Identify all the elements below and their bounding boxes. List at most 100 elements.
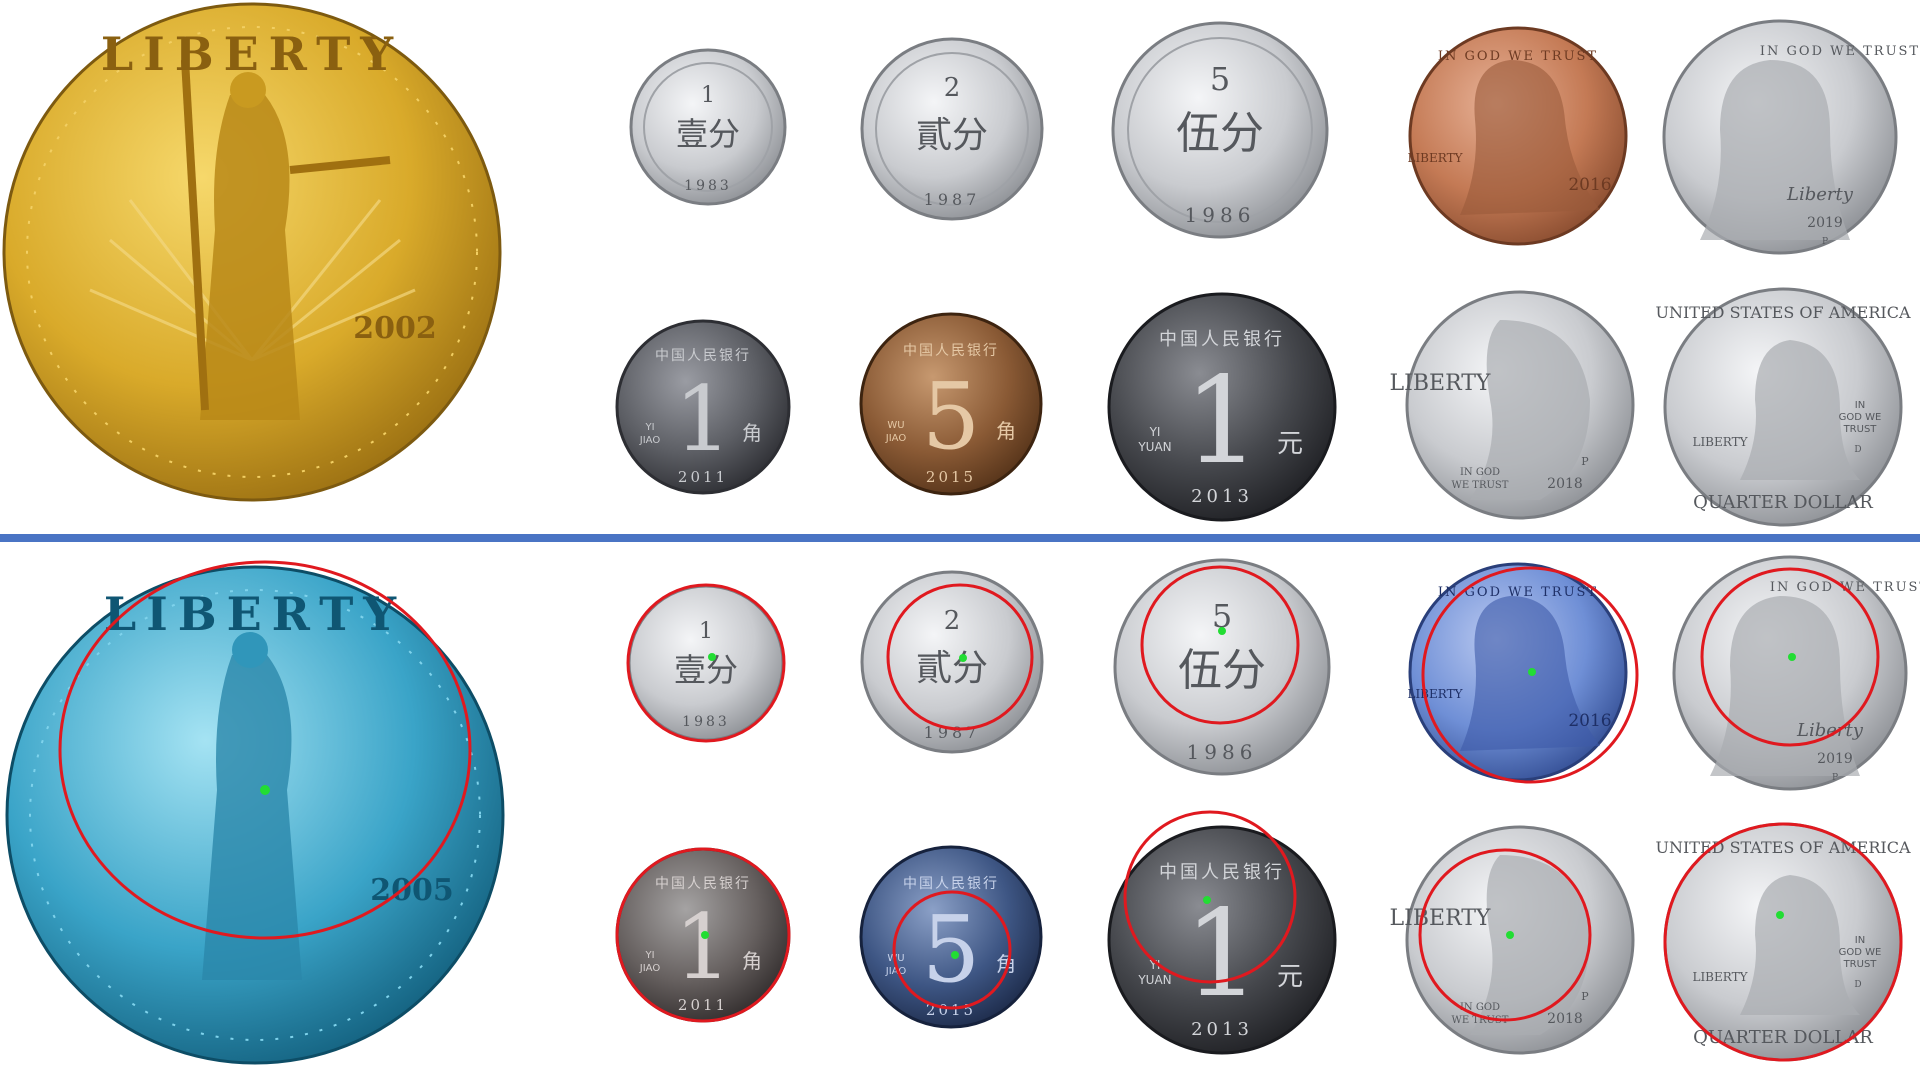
- nickel-year: 2019: [1807, 215, 1843, 231]
- fen-5-detected-year: 1986: [1187, 740, 1258, 764]
- quarter-motto-b: GOD WE: [1839, 412, 1882, 423]
- us-penny-detected: IN GOD WE TRUST LIBERTY 2016: [1407, 562, 1639, 784]
- jiao-1-detected-rim: 中国人民银行: [655, 876, 751, 892]
- dime-detected-liberty: LIBERTY: [1390, 906, 1491, 931]
- jiao-1-unit: 角: [742, 421, 762, 445]
- nickel-detection-circle: [1700, 567, 1880, 747]
- nickel-detected-year: 2019: [1817, 751, 1853, 767]
- quarter-denomination: QUARTER DOLLAR: [1693, 492, 1873, 513]
- jiao-5-coin: 中国人民银行 5 WU JIAO 角 2015: [859, 312, 1043, 496]
- quarter-detected-denomination: QUARTER DOLLAR: [1693, 1027, 1873, 1048]
- dime-year: 2018: [1547, 476, 1583, 492]
- quarter-detected-motto-c: TRUST: [1843, 959, 1878, 970]
- fen-5-detected: 5 伍分 1986: [1113, 558, 1331, 776]
- quarter-detected-liberty: LIBERTY: [1692, 970, 1748, 984]
- nickel-detected-script: Liberty: [1796, 720, 1864, 741]
- detected-coins-panel: LIBERTY 2005 1 壹分 1983 2 貳分 1987 5 伍分 19…: [0, 545, 1920, 1080]
- detected-coins-canvas: LIBERTY 2005 1 壹分 1983 2 貳分 1987 5 伍分 19…: [5, 555, 1920, 1065]
- penny-detected-motto: IN GOD WE TRUST: [1438, 585, 1598, 600]
- quarter-mint: D: [1854, 445, 1861, 455]
- fen-5-year: 1986: [1185, 203, 1256, 227]
- jiao-1-detected-unit: 角: [742, 949, 762, 973]
- gold-eagle-detected: LIBERTY 2005: [5, 560, 505, 1065]
- us-penny-coin: IN GOD WE TRUST LIBERTY 2016: [1407, 26, 1628, 246]
- jiao-5-detected-pinyin-b: JIAO: [885, 966, 907, 977]
- penny-motto: IN GOD WE TRUST: [1438, 49, 1598, 64]
- fen-1-detected-digit: 1: [699, 619, 713, 644]
- quarter-detected-country: UNITED STATES OF AMERICA: [1656, 838, 1911, 857]
- fen-1-year: 1983: [684, 178, 732, 194]
- nickel-center-point: [1788, 653, 1796, 661]
- fen-2-detected-chars: 貳分: [916, 648, 988, 689]
- jiao-5-detected-rim: 中国人民银行: [903, 876, 999, 892]
- quarter-detection-circle: [1663, 822, 1903, 1062]
- jiao-1-pinyin-b: JIAO: [639, 435, 661, 446]
- jiao-1-detected-pinyin-b: JIAO: [639, 963, 661, 974]
- dime-detection-circle: [1418, 848, 1592, 1022]
- jiao-5-rim: 中国人民银行: [903, 343, 999, 359]
- penny-center-point: [1528, 668, 1536, 676]
- eagle-center-point: [260, 785, 270, 795]
- fen-5-coin: 5 伍分 1986: [1111, 21, 1329, 239]
- original-coins-canvas: LIBERTY 2002 1 壹分 1983 2 貳分 1987 5 伍分 19…: [0, 0, 1920, 527]
- jiao-1-detected-pinyin-a: YI: [644, 950, 654, 961]
- jiao-1-pinyin-a: YI: [644, 422, 654, 433]
- gold-eagle-coin: LIBERTY 2002: [0, 0, 505, 505]
- dime-motto-a: IN GOD: [1460, 467, 1500, 478]
- penny-detected-liberty: LIBERTY: [1407, 687, 1463, 701]
- us-quarter-coin: UNITED STATES OF AMERICA IN GOD WE TRUST…: [1656, 287, 1911, 527]
- penny-liberty: LIBERTY: [1407, 151, 1463, 165]
- jiao-5-big: 5: [922, 363, 981, 470]
- yuan-1-detected-big: 1: [1184, 885, 1260, 1024]
- panel-divider: [0, 534, 1920, 542]
- jiao-1-year: 2011: [678, 468, 728, 486]
- us-nickel-detected: IN GOD WE TRUST Liberty 2019 P: [1672, 555, 1920, 791]
- penny-detected-year: 2016: [1568, 711, 1611, 731]
- yuan-1-unit: 元: [1277, 429, 1303, 459]
- dime-center-point: [1506, 931, 1514, 939]
- eagle-detected-liberty-text: LIBERTY: [104, 587, 406, 641]
- fen-2-detected: 2 貳分 1987: [860, 570, 1044, 754]
- yuan-1-detected-pinyin-b: YUAN: [1137, 973, 1171, 987]
- fen-1-detected-year: 1983: [682, 714, 730, 730]
- quarter-liberty: LIBERTY: [1692, 435, 1748, 449]
- dime-liberty: LIBERTY: [1390, 371, 1491, 396]
- yuan-1-detected-year: 2013: [1191, 1019, 1253, 1040]
- penny-year: 2016: [1568, 175, 1611, 195]
- quarter-detected-mint: D: [1854, 980, 1861, 990]
- fen-2-detected-year: 1987: [924, 723, 981, 742]
- fen-1-detected-chars: 壹分: [674, 651, 738, 689]
- us-dime-coin: LIBERTY IN GOD WE TRUST P 2018: [1390, 290, 1635, 520]
- fen-1-coin: 1 壹分 1983: [629, 48, 787, 206]
- nickel-motto: IN GOD WE TRUST: [1760, 44, 1920, 59]
- dime-detected-year: 2018: [1547, 1011, 1583, 1027]
- quarter-detected-motto-a: IN: [1855, 935, 1865, 946]
- quarter-country: UNITED STATES OF AMERICA: [1656, 303, 1911, 322]
- yuan-1-rim: 中国人民银行: [1159, 329, 1285, 350]
- yuan-1-coin: 中国人民银行 1 YI YUAN 元 2013: [1107, 292, 1337, 522]
- jiao-5-detected-unit: 角: [996, 952, 1016, 976]
- jiao-1-rim: 中国人民银行: [655, 348, 751, 364]
- jiao-1-center-point: [701, 931, 709, 939]
- fen-2-chars: 貳分: [916, 115, 988, 156]
- jiao-5-year: 2015: [926, 468, 976, 486]
- fen-1-center-point: [708, 653, 716, 661]
- fen-2-coin: 2 貳分 1987: [860, 37, 1044, 221]
- eagle-detection-circle: [58, 560, 472, 940]
- fen-5-detected-digit: 5: [1212, 597, 1232, 635]
- yuan-1-detected-pinyin-a: YI: [1149, 958, 1161, 972]
- jiao-1-coin: 中国人民银行 1 YI JIAO 角 2011: [615, 319, 791, 495]
- penny-detection-circle: [1421, 566, 1639, 784]
- yuan-1-pinyin-a: YI: [1149, 425, 1161, 439]
- jiao-5-pinyin-a: WU: [887, 420, 904, 431]
- quarter-detected-motto-b: GOD WE: [1839, 947, 1882, 958]
- jiao-1-big: 1: [674, 367, 731, 472]
- yuan-1-detected: 中国人民银行 1 YI YUAN 元 2013: [1107, 810, 1337, 1055]
- dime-mint: P: [1581, 455, 1589, 468]
- nickel-script: Liberty: [1786, 184, 1854, 205]
- fen-2-detected-digit: 2: [944, 606, 961, 636]
- eagle-year-text: 2002: [353, 311, 437, 346]
- fen-1-detection-circle: [626, 583, 786, 743]
- dime-detected-motto-b: WE TRUST: [1452, 1015, 1509, 1026]
- yuan-1-big: 1: [1184, 352, 1260, 491]
